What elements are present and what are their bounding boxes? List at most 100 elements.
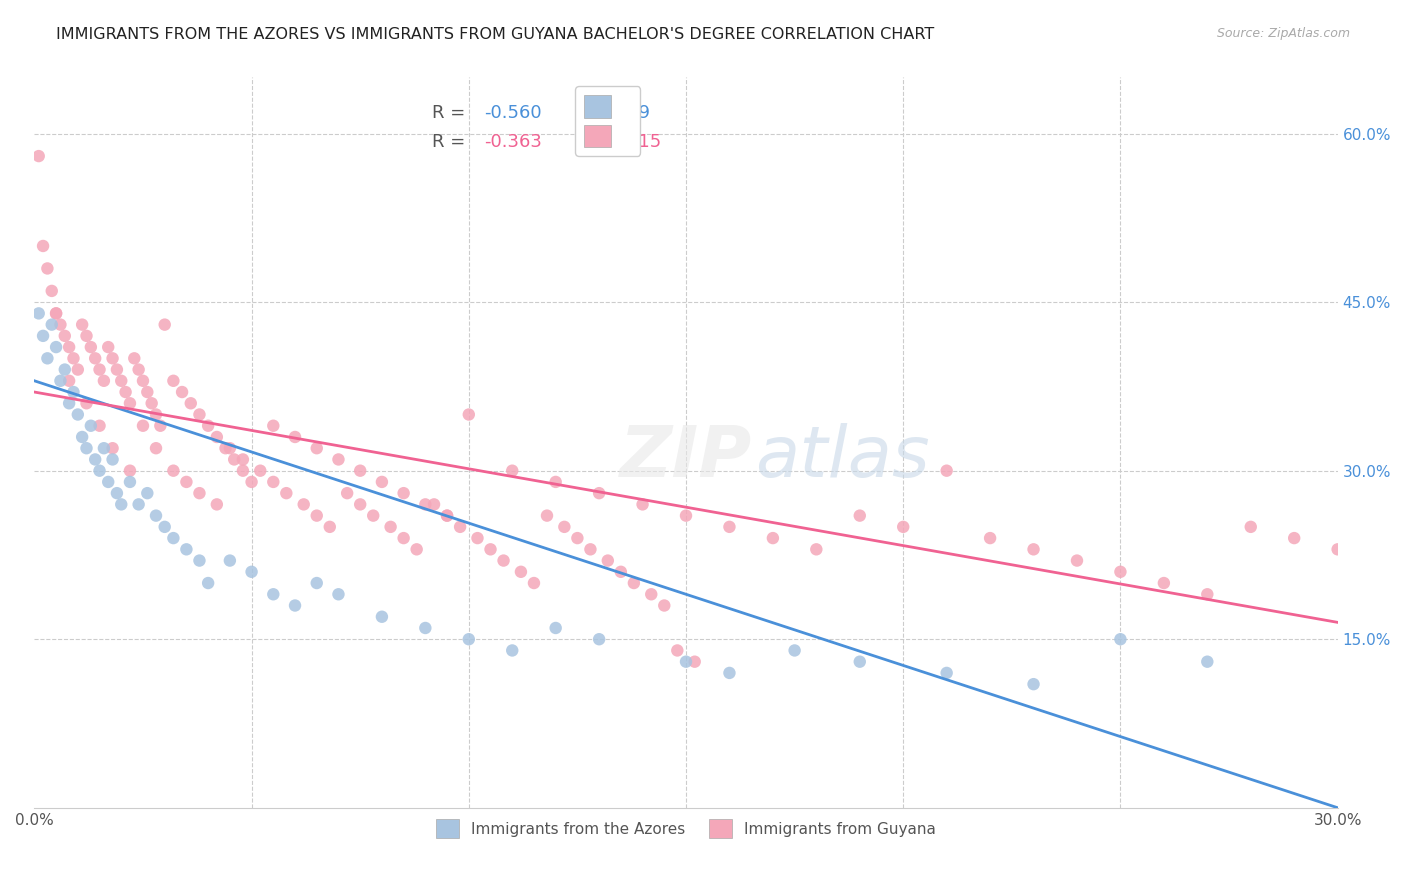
Point — [579, 542, 602, 557]
Point — [101, 441, 124, 455]
Point — [806, 542, 828, 557]
Point — [224, 452, 246, 467]
Point — [891, 520, 914, 534]
Point — [371, 609, 394, 624]
Point — [118, 396, 141, 410]
Point — [935, 464, 957, 478]
Point — [501, 464, 523, 478]
Point — [371, 475, 394, 489]
Point — [1197, 587, 1219, 601]
Point — [80, 418, 103, 433]
Point — [41, 284, 63, 298]
Text: N =: N = — [588, 133, 628, 151]
Point — [62, 351, 84, 366]
Point — [172, 385, 194, 400]
Point — [610, 565, 633, 579]
Point — [205, 430, 228, 444]
Point — [132, 374, 155, 388]
Point — [37, 351, 59, 366]
Point — [305, 508, 328, 523]
Text: R =: R = — [432, 103, 471, 121]
Point — [392, 531, 415, 545]
Point — [37, 261, 59, 276]
Text: 115: 115 — [627, 133, 662, 151]
Point — [510, 565, 533, 579]
Point — [783, 643, 806, 657]
Point — [762, 531, 785, 545]
Point — [380, 520, 402, 534]
Point — [457, 632, 479, 647]
Point — [262, 418, 284, 433]
Text: IMMIGRANTS FROM THE AZORES VS IMMIGRANTS FROM GUYANA BACHELOR'S DEGREE CORRELATI: IMMIGRANTS FROM THE AZORES VS IMMIGRANTS… — [56, 27, 935, 42]
Point — [105, 486, 128, 500]
Text: Source: ZipAtlas.com: Source: ZipAtlas.com — [1216, 27, 1350, 40]
Point — [218, 553, 240, 567]
Point — [336, 486, 359, 500]
Point — [640, 587, 662, 601]
Point — [153, 520, 176, 534]
Text: atlas: atlas — [755, 423, 929, 491]
Point — [1197, 655, 1219, 669]
Legend: Immigrants from the Azores, Immigrants from Guyana: Immigrants from the Azores, Immigrants f… — [430, 814, 942, 844]
Point — [361, 508, 384, 523]
Point — [1109, 632, 1132, 647]
Point — [631, 497, 654, 511]
Point — [28, 149, 51, 163]
Point — [188, 553, 211, 567]
Point — [49, 374, 72, 388]
Point — [45, 306, 67, 320]
Point — [188, 408, 211, 422]
Point — [53, 329, 76, 343]
Point — [415, 621, 437, 635]
Point — [162, 531, 184, 545]
Point — [89, 464, 111, 478]
Point — [328, 452, 350, 467]
Point — [58, 396, 80, 410]
Point — [180, 396, 202, 410]
Point — [284, 599, 307, 613]
Point — [423, 497, 446, 511]
Point — [188, 486, 211, 500]
Point — [45, 340, 67, 354]
Point — [284, 430, 307, 444]
Point — [240, 475, 263, 489]
Point — [141, 396, 163, 410]
Point — [76, 441, 98, 455]
Point — [197, 576, 219, 591]
Point — [979, 531, 1001, 545]
Point — [32, 239, 55, 253]
Text: R =: R = — [432, 133, 471, 151]
Point — [492, 553, 515, 567]
Point — [97, 340, 120, 354]
Point — [1326, 542, 1348, 557]
Text: -0.560: -0.560 — [484, 103, 541, 121]
Text: 49: 49 — [627, 103, 651, 121]
Point — [105, 362, 128, 376]
Point — [76, 329, 98, 343]
Point — [93, 374, 115, 388]
Point — [544, 475, 567, 489]
Point — [349, 497, 371, 511]
Point — [523, 576, 546, 591]
Point — [479, 542, 502, 557]
Point — [276, 486, 298, 500]
Point — [153, 318, 176, 332]
Text: N =: N = — [588, 103, 628, 121]
Point — [89, 418, 111, 433]
Point — [101, 351, 124, 366]
Point — [240, 565, 263, 579]
Point — [553, 520, 575, 534]
Point — [101, 452, 124, 467]
Point — [683, 655, 706, 669]
Point — [49, 318, 72, 332]
Point — [62, 385, 84, 400]
Point — [41, 318, 63, 332]
Point — [45, 306, 67, 320]
Point — [110, 497, 132, 511]
Point — [76, 396, 98, 410]
Point — [128, 362, 150, 376]
Point — [623, 576, 645, 591]
Text: -0.363: -0.363 — [484, 133, 541, 151]
Point — [162, 464, 184, 478]
Point — [415, 497, 437, 511]
